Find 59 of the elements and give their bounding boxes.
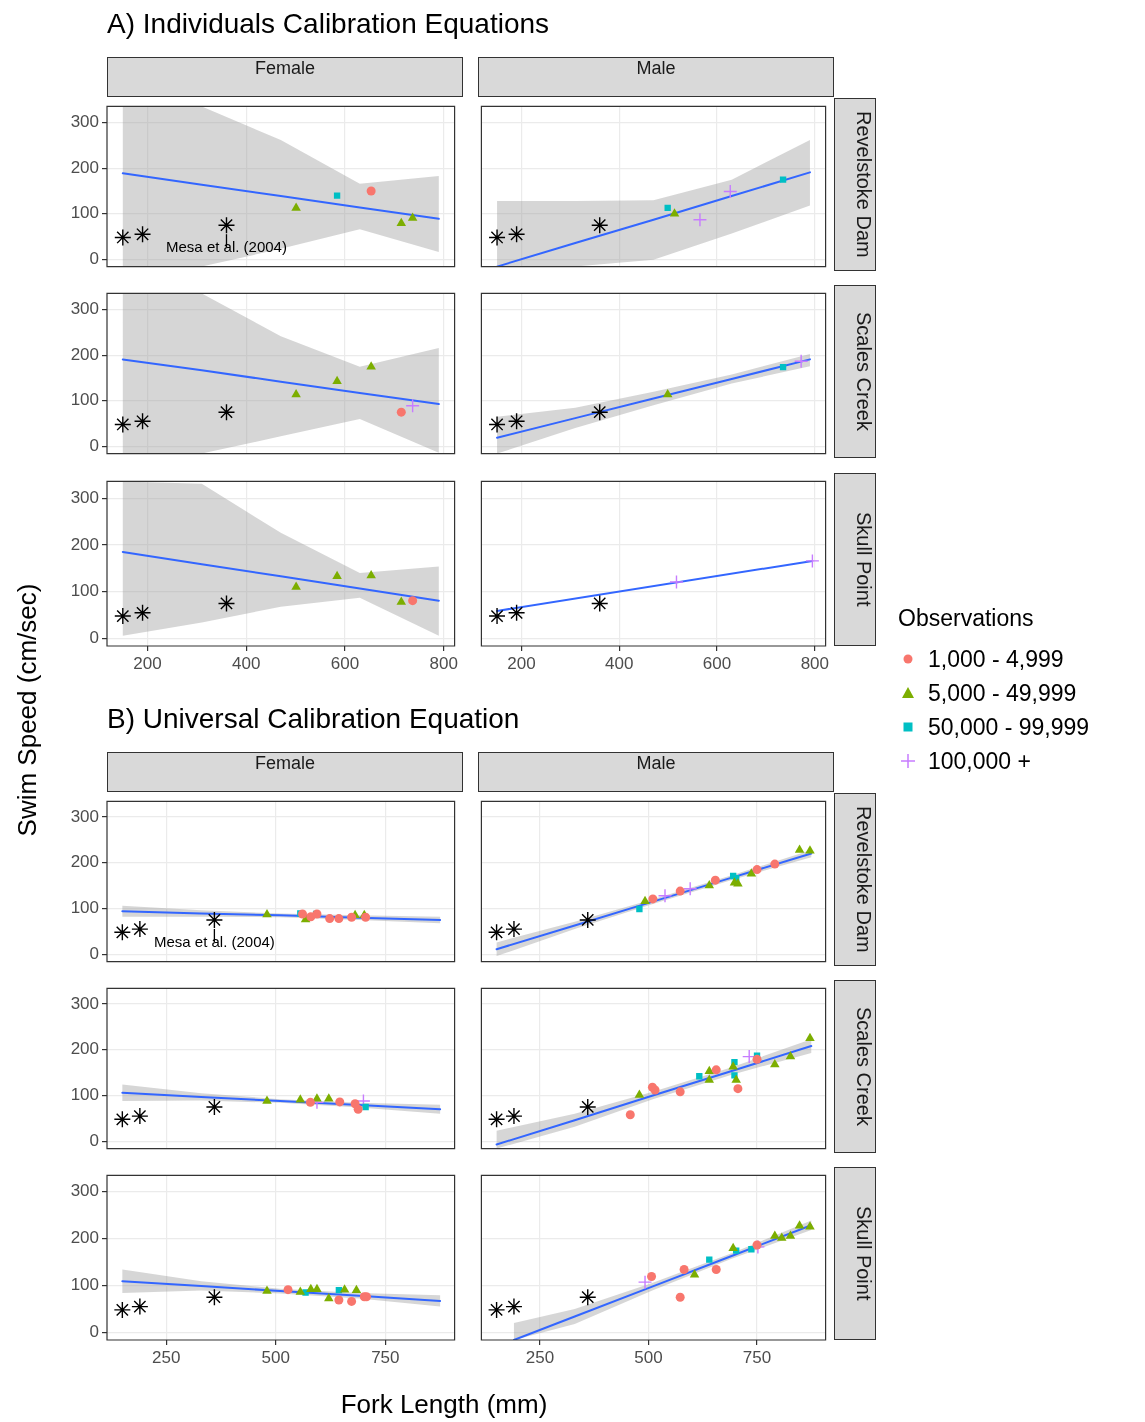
y-tick-label: 0 (89, 1130, 99, 1150)
chart-title: B) Universal Calibration Equation (107, 703, 520, 735)
y-tick-label: 0 (89, 628, 99, 648)
chart-title: A) Individuals Calibration Equations (107, 8, 550, 40)
y2-axis-title: Scales Creek (834, 980, 876, 1153)
y2-axis-title: Skull Point (834, 473, 876, 646)
y-tick-label: 300 (70, 299, 99, 319)
y-tick-label: 300 (70, 993, 99, 1013)
y-tick-label: 200 (70, 852, 99, 872)
y2-axis-title: Scales Creek (834, 285, 876, 458)
x-tick-label: 600 (702, 653, 732, 673)
x-tick-label: 800 (429, 653, 458, 673)
x-tick-label: 600 (330, 653, 360, 673)
y-tick-label: 0 (89, 943, 99, 963)
y2-axis-title: Skull Point (834, 1167, 876, 1340)
x-tick-label: 400 (605, 653, 634, 673)
x-tick-label: 500 (261, 1347, 290, 1367)
y-tick-label: 100 (70, 203, 99, 223)
legend-label: 5,000 - 49,999 (928, 679, 1077, 707)
y-tick-label: 200 (70, 157, 99, 177)
x-tick-label: 750 (371, 1347, 400, 1367)
chart-subtitle: Female (107, 57, 463, 97)
y-tick-label: 300 (70, 806, 99, 826)
y-tick-label: 300 (70, 1181, 99, 1201)
y-tick-label: 300 (70, 112, 99, 132)
y-tick-label: 100 (70, 390, 99, 410)
legend-title: Observations (898, 605, 1035, 632)
y-tick-label: 300 (70, 487, 99, 507)
y-tick-label: 200 (70, 1228, 99, 1248)
y-tick-label: 100 (70, 1085, 99, 1105)
annotation: Mesa et al. (2004) (166, 237, 287, 255)
x-axis-title: Fork Length (mm) (339, 1389, 549, 1421)
y-axis-title: Swim Speed (cm/sec) (12, 582, 43, 839)
y-tick-label: 100 (70, 898, 99, 918)
x-tick-label: 800 (800, 653, 830, 673)
legend-label: 100,000 + (928, 747, 1031, 775)
y-tick-label: 0 (89, 249, 99, 269)
x-tick-label: 400 (232, 653, 261, 673)
chart-subtitle: Female (107, 752, 463, 792)
chart-subtitle: Male (478, 752, 834, 792)
y2-axis-title: Revelstoke Dam (834, 793, 876, 966)
x-tick-label: 200 (133, 653, 162, 673)
y-tick-label: 200 (70, 534, 99, 554)
x-tick-label: 500 (634, 1347, 663, 1367)
y-tick-label: 100 (70, 1275, 99, 1295)
y-tick-label: 0 (89, 1322, 99, 1342)
legend-label: 1,000 - 4,999 (928, 645, 1064, 673)
annotation: Mesa et al. (2004) (153, 932, 275, 950)
y-tick-label: 0 (89, 436, 99, 456)
x-tick-label: 250 (525, 1347, 555, 1367)
x-tick-label: 200 (507, 653, 536, 673)
x-tick-label: 750 (742, 1347, 772, 1367)
y-tick-label: 200 (70, 344, 99, 364)
y-tick-label: 200 (70, 1039, 99, 1059)
x-tick-label: 250 (151, 1347, 181, 1367)
legend-label: 50,000 - 99,999 (928, 713, 1090, 741)
y2-axis-title: Revelstoke Dam (834, 98, 876, 271)
chart-subtitle: Male (478, 57, 834, 97)
y-tick-label: 100 (70, 581, 99, 601)
